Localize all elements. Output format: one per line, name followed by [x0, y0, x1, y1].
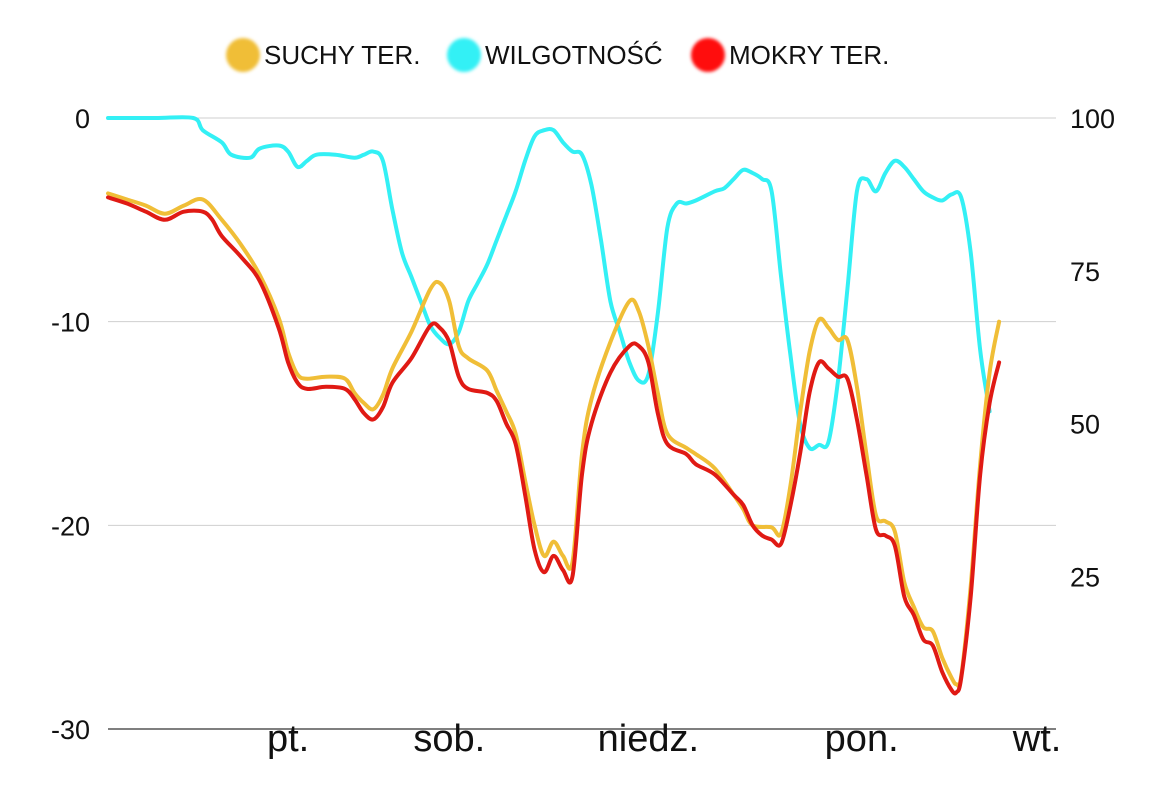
- legend-dot-humidity: [447, 38, 481, 72]
- legend: SUCHY TER. WILGOTNOŚĆ MOKRY TER.: [0, 30, 1161, 80]
- series-group: [106, 115, 1002, 696]
- y-right-tick-2: 50: [1070, 410, 1100, 440]
- y-left-tick-1: -10: [51, 308, 90, 338]
- y-right-tick-0: 100: [1070, 104, 1115, 134]
- series-line-2: [106, 195, 1002, 696]
- y-right-tick-3: 25: [1070, 562, 1100, 592]
- legend-dot-wet: [691, 38, 725, 72]
- legend-label-humidity: WILGOTNOŚĆ: [485, 39, 663, 70]
- series-line-0: [106, 191, 1002, 689]
- y-axis-right: 100 75 50 25: [1070, 104, 1115, 592]
- x-tick-0: pt.: [267, 718, 309, 760]
- y-left-tick-2: -20: [51, 511, 90, 541]
- series-line-1: [106, 115, 992, 452]
- legend-item-dry: SUCHY TER.: [226, 30, 421, 80]
- y-right-tick-1: 75: [1070, 257, 1100, 287]
- legend-label-wet: MOKRY TER.: [729, 39, 890, 70]
- x-tick-2: niedz.: [598, 718, 699, 760]
- legend-dot-dry: [226, 38, 260, 72]
- x-tick-3: pon.: [825, 718, 899, 760]
- x-tick-4: wt.: [1012, 718, 1062, 760]
- y-left-tick-0: 0: [75, 104, 90, 134]
- x-tick-1: sob.: [413, 718, 485, 760]
- x-axis: pt. sob. niedz. pon. wt.: [267, 718, 1061, 760]
- legend-label-dry: SUCHY TER.: [264, 39, 421, 70]
- legend-item-humidity: WILGOTNOŚĆ: [447, 30, 663, 80]
- y-axis-left: 0 -10 -20 -30: [51, 104, 90, 745]
- legend-item-wet: MOKRY TER.: [691, 30, 889, 80]
- grid: [108, 117, 1056, 730]
- y-left-tick-3: -30: [51, 715, 90, 745]
